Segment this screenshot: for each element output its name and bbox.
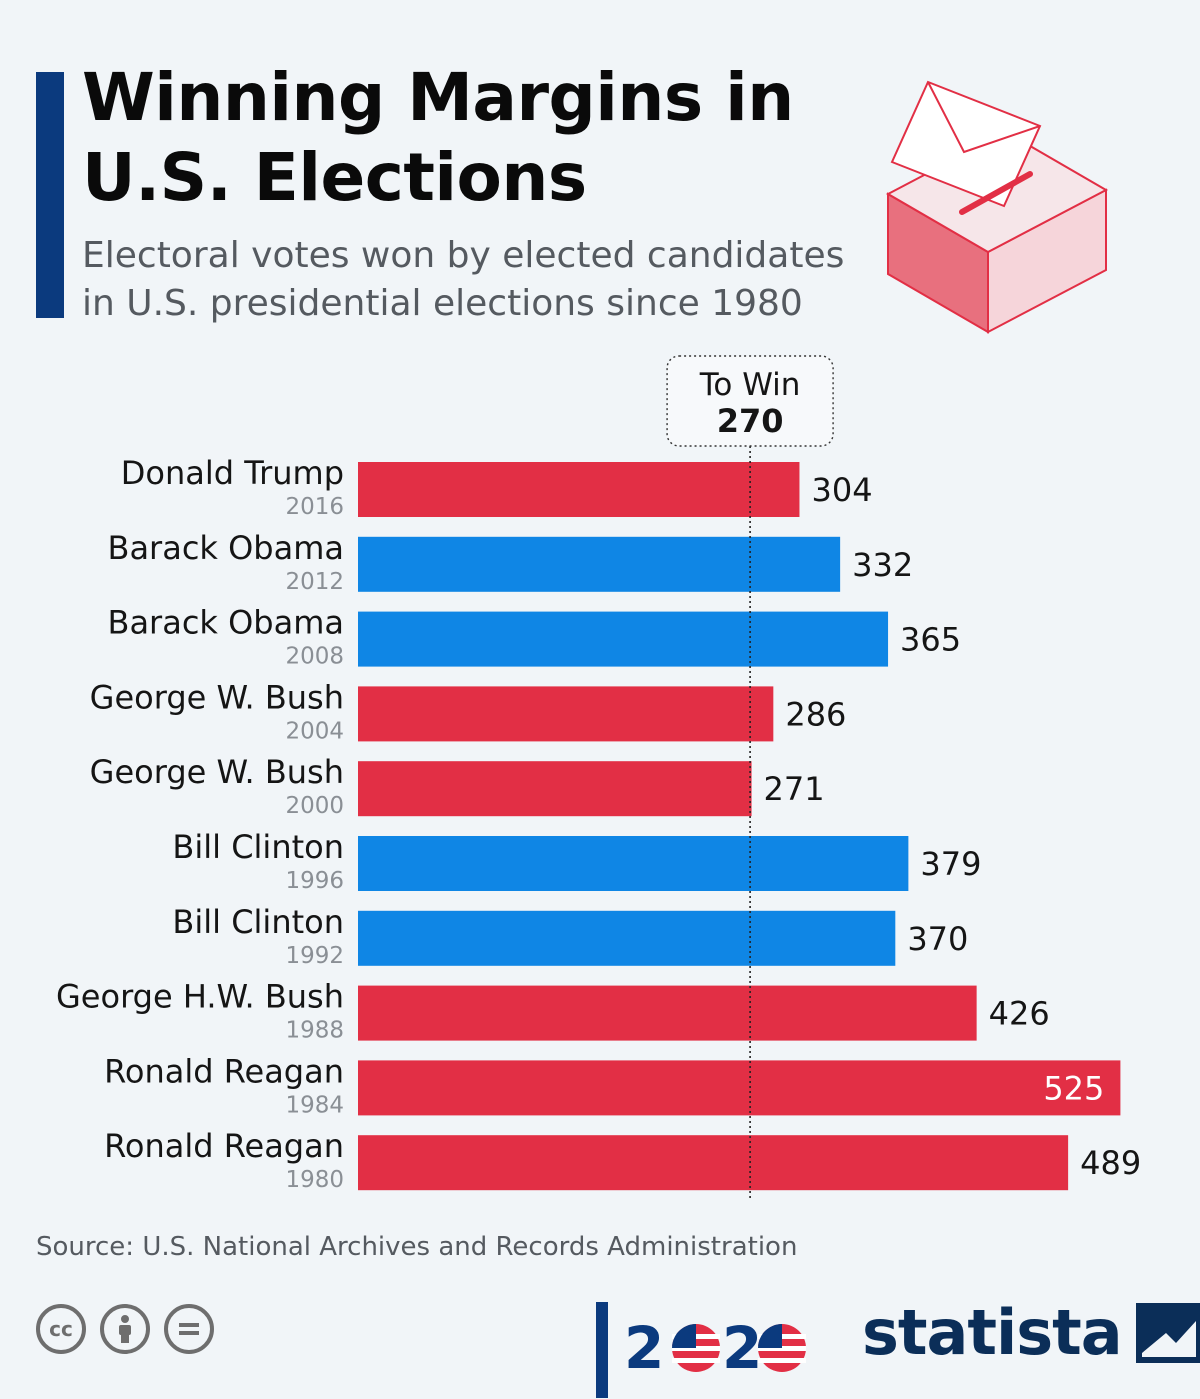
data-label: 286 [785,695,846,733]
year-label: 2016 [285,494,344,520]
title-line-1: Winning Margins in [82,59,794,136]
bar-1992 [358,910,896,966]
candidate-label: Barack Obama [107,604,344,642]
year-label: 2008 [285,644,344,670]
svg-text:2: 2 [722,1314,762,1382]
bar-2000 [358,761,752,817]
data-label: 489 [1080,1144,1141,1182]
candidate-label: Ronald Reagan [104,1052,344,1090]
bar-2008 [358,611,889,667]
year-label: 2000 [285,793,344,819]
candidate-label: George W. Bush [90,678,344,716]
reference-label: To Win [699,367,801,403]
candidate-label: Barack Obama [107,529,344,567]
reference-callout [666,355,834,447]
data-label: 379 [920,845,981,883]
year-label: 2012 [285,569,344,595]
subtitle-line-1: Electoral votes won by elected candidate… [82,235,845,276]
year-label: 1980 [285,1167,344,1193]
year-label: 2004 [285,718,344,744]
bar-1996 [358,836,909,891]
statista-logo[interactable]: statista [862,1296,1200,1369]
candidate-label: Donald Trump [121,454,344,492]
candidate-label: Bill Clinton [172,828,344,866]
data-label: 370 [907,920,968,958]
reference-value: 270 [717,402,784,440]
candidate-label: George W. Bush [90,753,344,791]
license-icons: cc [36,1304,214,1354]
chart-subtitle: Electoral votes won by elected candidate… [82,232,862,328]
bar-1984 [358,1060,1121,1116]
data-label: 271 [764,770,825,808]
data-label: 525 [1043,1069,1104,1107]
year-label: 1996 [285,868,344,894]
creative-commons-icon[interactable]: cc [36,1304,86,1354]
data-label: 304 [811,471,872,509]
chart-title: Winning Margins in U.S. Elections [82,58,842,218]
statista-wordmark: statista [862,1296,1123,1369]
svg-text:2: 2 [624,1314,664,1382]
candidate-label: Ronald Reagan [104,1127,344,1165]
subtitle-line-2: in U.S. presidential elections since 198… [82,283,803,324]
no-derivatives-icon[interactable] [164,1304,214,1354]
accent-bar [36,72,64,318]
bar-1980 [358,1135,1069,1191]
source-note: Source: U.S. National Archives and Recor… [36,1232,798,1262]
year-label: 1984 [285,1092,344,1118]
year-label: 1988 [285,1018,344,1044]
bar-2004 [358,686,774,742]
statista-mark-icon [1135,1302,1200,1363]
bar-2016 [358,462,800,517]
data-label: 365 [900,621,961,659]
bar-1988 [358,985,977,1041]
year-label: 1992 [285,943,344,969]
title-line-2: U.S. Elections [82,139,587,216]
election-2020-logo: 2 2 [596,1302,806,1398]
candidate-label: Bill Clinton [172,903,344,941]
attribution-icon[interactable] [100,1304,150,1354]
candidate-label: George H.W. Bush [56,978,344,1016]
data-label: 332 [852,546,913,584]
data-label: 426 [989,995,1050,1033]
ballot-box-icon [885,80,1109,334]
bar-2012 [358,536,841,592]
